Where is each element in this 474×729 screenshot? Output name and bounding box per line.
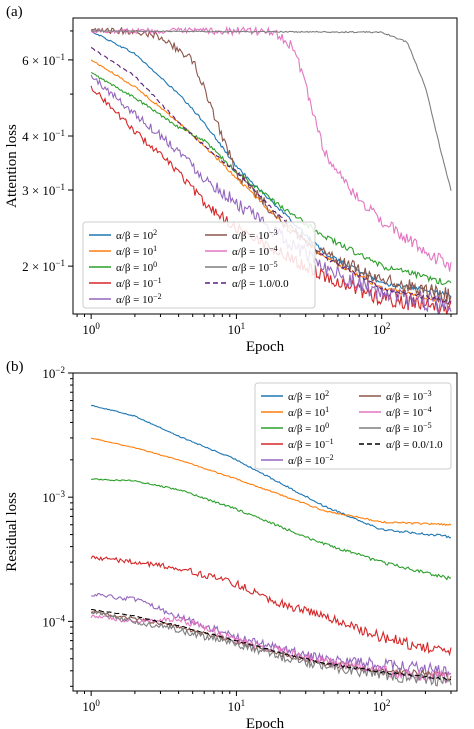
series-line <box>90 555 452 657</box>
legend-frame <box>82 221 316 309</box>
series-line <box>91 404 452 539</box>
x-tick-label: 102 <box>373 321 391 337</box>
x-tick-label: 101 <box>228 321 246 337</box>
legend-entry-label: α/β = 10−4 <box>386 405 432 419</box>
legend-entry-label: α/β = 1.0/0.0 <box>232 278 289 290</box>
legend-entry-label: α/β = 10−2 <box>116 292 162 306</box>
legend-entry-label: α/β = 10−4 <box>232 244 278 258</box>
legend-entry-label: α/β = 102 <box>288 389 329 403</box>
legend-entry-label: α/β = 100 <box>116 260 157 274</box>
series-line <box>90 72 452 286</box>
panel-b-residual-loss: (b) 100 101 102 10−4 10−3 10−2 Epoch Residual lo… <box>4 359 458 729</box>
y-axis: 2 × 10−1 3 × 10−1 4 × 10−1 6 × 10−1 <box>22 30 73 274</box>
legend-entry-label: α/β = 100 <box>288 421 329 435</box>
legend: α/β = 102 α/β = 101 α/β = 100 α/β = 10−1 α/β… <box>82 221 316 309</box>
y-axis-label: Attention loss <box>4 124 20 208</box>
x-tick-label: 102 <box>373 698 391 714</box>
y-tick-label: 10−4 <box>42 613 65 629</box>
series-line <box>91 610 452 687</box>
y-tick-label: 3 × 10−1 <box>22 182 65 198</box>
x-tick-label: 100 <box>82 698 100 714</box>
legend-entry-label: α/β = 102 <box>116 228 157 242</box>
x-axis: 100 101 102 <box>76 691 452 714</box>
panel-label: (a) <box>6 4 23 20</box>
series-line <box>90 614 452 684</box>
legend-entry-label: α/β = 101 <box>116 244 157 258</box>
x-axis: 100 101 102 <box>76 314 452 337</box>
y-tick-label: 10−3 <box>42 489 65 505</box>
series-line <box>91 30 452 191</box>
legend-entry-label: α/β = 10−5 <box>386 421 432 435</box>
y-axis: 10−4 10−3 10−2 <box>42 365 73 687</box>
series-line <box>90 26 452 303</box>
legend-frame <box>254 382 452 470</box>
legend-entry-label: α/β = 10−1 <box>116 276 162 290</box>
series-line <box>91 608 452 681</box>
series-line <box>90 478 451 581</box>
legend-entry-label: α/β = 10−3 <box>232 228 278 242</box>
y-tick-label: 4 × 10−1 <box>22 128 65 144</box>
panel-a-attention-loss: (a) 100 101 102 2 × 10−1 3 × 10−1 4 × 10−1 6 × … <box>4 4 458 355</box>
legend-entry-label: α/β = 10−2 <box>288 453 334 467</box>
plot-frame <box>72 372 458 692</box>
series-group <box>90 404 452 687</box>
legend-entry-label: α/β = 10−3 <box>386 389 432 403</box>
series-line <box>90 25 452 272</box>
y-tick-label: 6 × 10−1 <box>22 52 65 68</box>
legend-entry-label: α/β = 101 <box>288 405 329 419</box>
x-tick-label: 100 <box>82 321 100 337</box>
y-tick-label: 2 × 10−1 <box>22 258 65 274</box>
legend-entry-label: α/β = 10−1 <box>288 437 334 451</box>
series-line <box>91 592 452 678</box>
y-axis-label: Residual loss <box>4 492 20 572</box>
x-axis-label: Epoch <box>246 716 285 729</box>
x-axis-label: Epoch <box>246 339 285 355</box>
legend: α/β = 102 α/β = 101 α/β = 100 α/β = 10−1 α/β… <box>254 382 452 470</box>
legend-entry-label: α/β = 10−5 <box>232 260 278 274</box>
legend-entry-label: α/β = 0.0/1.0 <box>386 439 443 451</box>
series-line <box>90 47 452 305</box>
y-tick-label: 10−2 <box>42 365 65 381</box>
plot-frame <box>72 17 458 315</box>
series-line <box>90 610 452 681</box>
series-line <box>90 437 452 526</box>
x-tick-label: 101 <box>228 698 246 714</box>
panel-label: (b) <box>6 359 24 375</box>
